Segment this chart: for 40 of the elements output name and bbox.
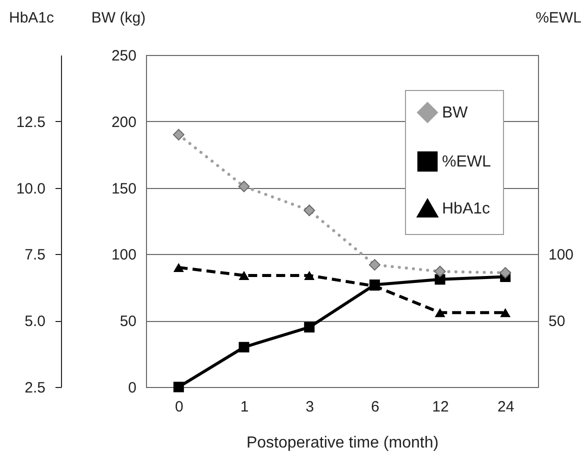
y-tick-label: 200 [111, 114, 136, 131]
y3-tick-label: 12.5 [16, 114, 46, 131]
y-tick-label: 0 [128, 380, 136, 396]
y3-axis-title: HbA1c [8, 10, 55, 26]
x-tick-label: 3 [306, 398, 314, 416]
y2-tick-label: 100 [548, 246, 574, 264]
legend-label: HbA1c [442, 200, 490, 218]
point [500, 308, 511, 318]
y-tick-label: 50 [120, 313, 136, 330]
point [173, 382, 184, 392]
point [304, 270, 315, 280]
y-tick-label: 150 [111, 180, 136, 198]
point [173, 262, 184, 272]
x-tick-label: 0 [174, 398, 184, 416]
y2-axis-title: %EWL [536, 10, 582, 26]
point [434, 308, 446, 318]
point [304, 322, 315, 332]
y3-tick-label: 10.0 [16, 180, 46, 198]
y-axis-title: BW (kg) [91, 10, 146, 26]
y3-tick-label: 5.0 [24, 313, 46, 330]
x-axis-title: Postoperative time (month) [246, 434, 439, 452]
y3-tick-label: 2.5 [24, 380, 46, 396]
point [304, 204, 316, 216]
legend-label: BW [442, 104, 469, 122]
point [500, 267, 512, 279]
x-tick-label: 6 [370, 398, 380, 416]
point [238, 270, 250, 280]
point [172, 128, 184, 140]
y2-tick-label: 50 [548, 313, 566, 330]
x-tick-label: 1 [240, 398, 249, 416]
y3-tick-label: 7.5 [24, 246, 46, 264]
y-tick-label: 100 [111, 246, 136, 264]
point [238, 342, 250, 352]
legend-label: %EWL [442, 154, 491, 170]
point [434, 266, 446, 278]
x-tick-label: 12 [432, 398, 449, 416]
y-tick-label: 250 [111, 48, 136, 64]
point [368, 259, 380, 271]
x-tick-label: 24 [497, 398, 514, 416]
point [238, 180, 250, 192]
